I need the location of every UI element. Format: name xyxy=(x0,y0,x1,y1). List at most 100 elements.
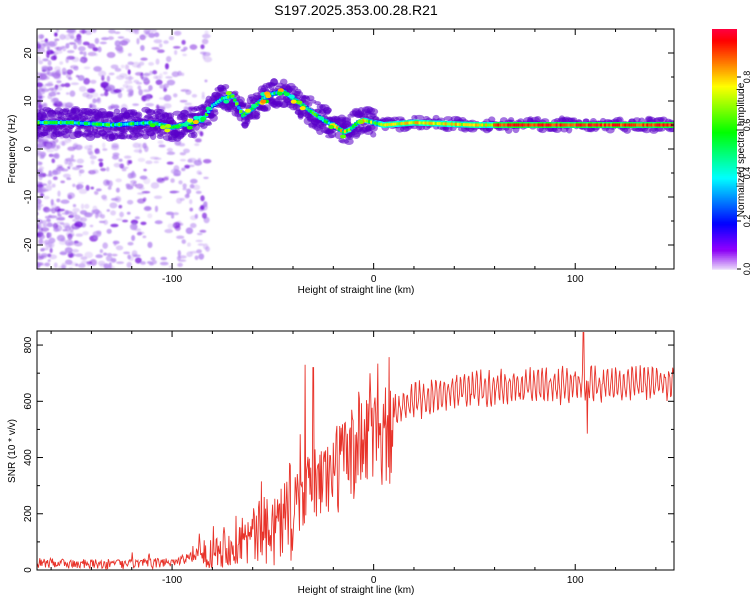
colorbar-cell xyxy=(712,245,737,248)
noise-blob xyxy=(94,53,99,57)
noise-blob xyxy=(202,33,211,39)
colorbar-cell xyxy=(712,171,737,174)
noise-blob xyxy=(133,149,143,153)
ridge-core xyxy=(233,98,237,102)
noise-blob xyxy=(127,61,134,65)
ridge-core xyxy=(235,102,239,106)
noise-blob xyxy=(61,262,67,269)
colorbar-cell xyxy=(712,83,737,86)
noise-blob xyxy=(183,46,188,51)
ridge-hotspot xyxy=(283,92,290,97)
noise-blob xyxy=(97,150,101,155)
noise-blob xyxy=(139,175,148,180)
noise-blob xyxy=(189,44,198,50)
noise-blob xyxy=(106,51,116,58)
colorbar-cell xyxy=(712,257,737,260)
noise-blob xyxy=(170,168,180,175)
noise-blob xyxy=(154,220,163,225)
noise-blob xyxy=(90,159,95,165)
noise-blob xyxy=(48,254,58,260)
colorbar-cell xyxy=(712,193,737,196)
ridge-halo xyxy=(205,121,213,126)
noise-blob xyxy=(150,256,156,261)
colorbar-cell xyxy=(712,153,737,156)
noise-blob xyxy=(191,94,198,98)
colorbar-cell xyxy=(712,173,737,176)
colorbar-cell xyxy=(712,53,737,56)
noise-blob xyxy=(37,252,41,256)
noise-blob xyxy=(51,87,57,94)
noise-blob xyxy=(138,61,145,66)
colorbar-cell xyxy=(712,133,737,136)
noise-blob xyxy=(54,38,60,42)
noise-blob xyxy=(154,32,160,38)
noise-blob xyxy=(90,186,95,190)
colorbar-cell xyxy=(712,103,737,106)
noise-blob xyxy=(165,76,173,79)
ridge-halo xyxy=(368,108,379,115)
noise-blob xyxy=(67,50,75,54)
noise-blob xyxy=(37,218,41,222)
colorbar-cell xyxy=(712,249,737,252)
noise-blob xyxy=(130,179,137,184)
colorbar-cell xyxy=(712,187,737,190)
noise-blob xyxy=(48,215,58,219)
colorbar-cell xyxy=(712,217,737,220)
ridge-halo xyxy=(120,132,129,140)
noise-blob xyxy=(68,161,74,168)
colorbar-cell xyxy=(712,189,737,192)
ridge-halo xyxy=(108,111,116,117)
noise-blob xyxy=(45,208,55,212)
colorbar-cell xyxy=(712,57,737,60)
colorbar-cell xyxy=(712,181,737,184)
noise-blob xyxy=(181,39,186,45)
noise-blob xyxy=(160,256,168,261)
noise-blob xyxy=(172,212,179,216)
snr-xlabel: Height of straight line (km) xyxy=(298,585,415,596)
noise-blob xyxy=(202,52,206,60)
noise-blob xyxy=(48,241,55,249)
noise-blob xyxy=(114,195,122,203)
noise-blob xyxy=(157,140,164,145)
noise-blob xyxy=(56,166,65,172)
colorbar-cell xyxy=(712,185,737,188)
ridge-core xyxy=(239,109,243,114)
noise-blob xyxy=(39,72,49,76)
noise-blob xyxy=(40,193,45,197)
noise-blob xyxy=(42,76,50,80)
noise-blob xyxy=(163,87,168,92)
noise-blob xyxy=(187,242,191,247)
noise-blob xyxy=(72,207,80,213)
ridge-hotspot xyxy=(223,99,230,104)
colorbar-cell xyxy=(712,183,737,186)
noise-blob xyxy=(57,208,66,212)
noise-blob xyxy=(82,41,90,46)
noise-blob xyxy=(75,74,80,78)
noise-blob xyxy=(107,36,115,41)
noise-blob xyxy=(154,205,159,213)
noise-blob xyxy=(131,235,136,241)
noise-blob xyxy=(180,72,185,77)
noise-blob xyxy=(37,180,41,185)
noise-blob xyxy=(101,37,109,41)
colorbar-cell xyxy=(712,113,737,116)
noise-blob xyxy=(50,55,57,61)
noise-blob xyxy=(115,178,122,183)
snr-series-line xyxy=(37,331,674,570)
colorbar-cell xyxy=(712,259,737,262)
colorbar-cell xyxy=(712,201,737,204)
noise-blob xyxy=(148,32,156,38)
noise-blob xyxy=(118,204,123,209)
noise-blob xyxy=(200,44,205,50)
noise-blob xyxy=(41,66,50,71)
colorbar-cell xyxy=(712,211,737,214)
noise-blob xyxy=(194,213,199,219)
noise-blob xyxy=(115,245,124,251)
colorbar-cell xyxy=(712,47,737,50)
noise-blob xyxy=(38,161,43,167)
noise-blob xyxy=(189,199,193,205)
noise-blob xyxy=(55,29,60,33)
noise-blob xyxy=(104,90,109,97)
noise-blob xyxy=(106,228,112,234)
noise-blob xyxy=(67,29,77,33)
